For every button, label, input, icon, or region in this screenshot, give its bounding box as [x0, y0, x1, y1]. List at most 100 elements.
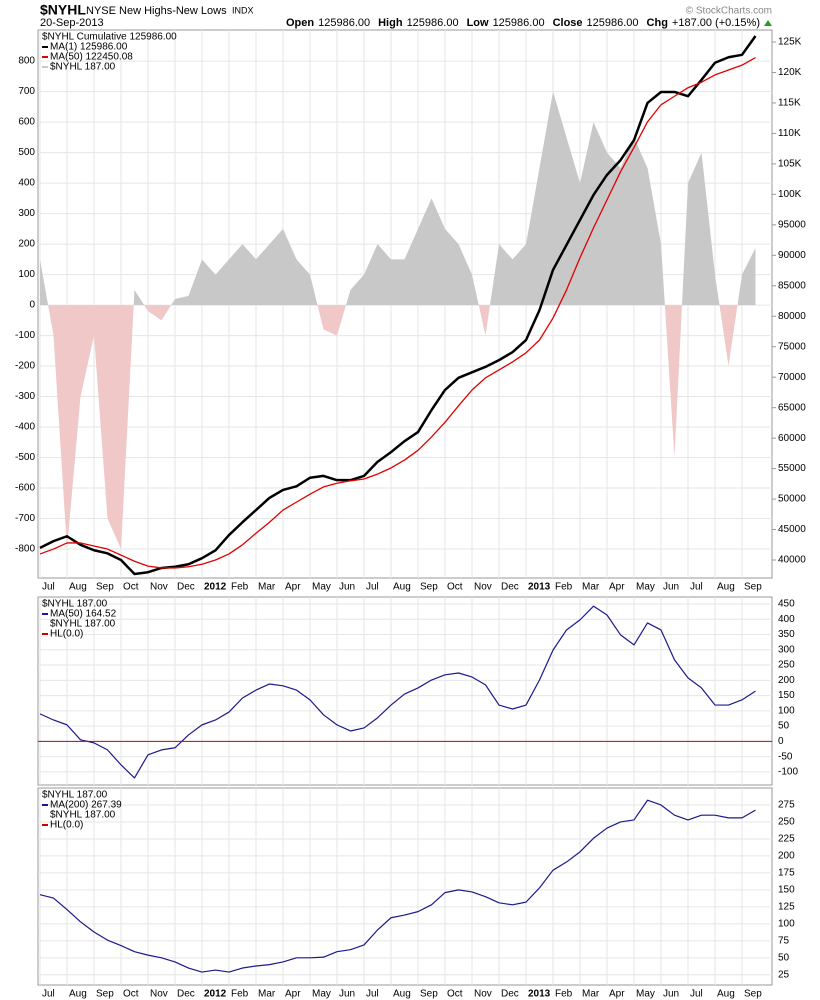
date: 20-Sep-2013 [40, 17, 104, 29]
y-tick-label: 275 [778, 800, 795, 811]
plot [39, 799, 756, 973]
x-tick-label: Jul [366, 989, 379, 1000]
x-tick-label: Jul [366, 582, 379, 593]
legend-title: $NYHL Cumulative 125986.00 [42, 32, 177, 43]
x-tick-label: Sep [96, 582, 114, 593]
x-tick-label: Apr [609, 582, 625, 593]
x-tick-label: Jun [663, 989, 679, 1000]
x-tick-label: Aug [717, 582, 735, 593]
y2-tick-label: 90000 [778, 250, 806, 261]
x-tick-label: Dec [501, 989, 519, 1000]
y-tick-label: 150 [778, 690, 795, 701]
x-tick-label: Mar [582, 989, 600, 1000]
plot [39, 35, 757, 576]
x-tick-label: Jul [690, 989, 703, 1000]
quote-value: 125986.00 [493, 17, 545, 29]
y-tick-label: 350 [778, 629, 795, 640]
y2-tick-label: 100K [778, 189, 802, 200]
y-tick-label: 100 [778, 705, 795, 716]
x-tick-label: May [636, 989, 655, 1000]
quote-value: +187.00 (+0.15%) [672, 17, 760, 29]
y-tick-label: 0 [778, 736, 784, 747]
x-tick-label: Dec [177, 582, 195, 593]
quote-value: 125986.00 [407, 17, 459, 29]
x-tick-label: 2013 [528, 989, 551, 1000]
y-tick-label: 250 [778, 660, 795, 671]
legend-entry: MA(50) 122450.08 [50, 52, 133, 63]
y-tick-label: 75 [778, 935, 790, 946]
x-tick-label: Dec [177, 989, 195, 1000]
x-tick-label: Oct [447, 582, 463, 593]
y-tick-label: 50 [778, 721, 790, 732]
quote-label: Chg [647, 17, 668, 29]
quote-value: 125986.00 [587, 17, 639, 29]
x-tick-label: Apr [285, 582, 301, 593]
x-tick-label: Jun [339, 582, 355, 593]
x-tick-label: Sep [420, 582, 438, 593]
y-tick-label: -800 [15, 544, 35, 555]
y-tick-label: 500 [18, 147, 35, 158]
y-tick-label: 300 [778, 644, 795, 655]
area-positive [40, 91, 756, 306]
y-tick-label: 200 [778, 675, 795, 686]
legend-entry: HL(0.0) [50, 629, 83, 640]
legend-entry: HL(0.0) [50, 820, 83, 831]
y2-tick-label: 50000 [778, 494, 806, 505]
y-tick-label: 400 [778, 614, 795, 625]
quote-bar: Open 125986.00 High 125986.00 Low 125986.00 Cl… [286, 17, 760, 29]
x-tick-label: Nov [474, 989, 492, 1000]
x-tick-label: Aug [393, 989, 411, 1000]
symbol: $NYHL [40, 2, 86, 18]
y2-tick-label: 70000 [778, 372, 806, 383]
y-tick-label: -400 [15, 422, 35, 433]
y2-tick-label: 95000 [778, 219, 806, 230]
y-tick-label: -50 [778, 751, 793, 762]
line [39, 35, 757, 576]
exchange: INDX [232, 5, 254, 15]
x-tick-label: Oct [447, 989, 463, 1000]
up-arrow [764, 20, 772, 26]
x-tick-label: Feb [555, 582, 573, 593]
y-tick-label: 50 [778, 952, 790, 963]
x-tick-label: Mar [258, 582, 276, 593]
y-tick-label: 150 [778, 885, 795, 896]
x-tick-label: Feb [555, 989, 573, 1000]
quote-label: Low [467, 17, 489, 29]
y2-tick-label: 60000 [778, 433, 806, 444]
x-tick-label: Aug [69, 582, 87, 593]
y-tick-label: -700 [15, 513, 35, 524]
y2-tick-label: 110K [778, 128, 801, 139]
panel [37, 596, 773, 786]
area-negative [48, 305, 738, 550]
x-tick-label: Nov [150, 989, 168, 1000]
x-tick-label: May [312, 582, 331, 593]
x-tick-label: Jul [690, 582, 703, 593]
y-tick-label: 450 [778, 599, 795, 610]
x-tick-label: Feb [231, 582, 249, 593]
y-tick-label: -500 [15, 452, 35, 463]
legend-title: $NYHL 187.00 [42, 599, 108, 610]
x-tick-label: Feb [231, 989, 249, 1000]
x-tick-label: Jul [42, 582, 55, 593]
x-tick-label: Nov [150, 582, 168, 593]
y2-tick-label: 40000 [778, 555, 806, 566]
y2-tick-label: 105K [778, 159, 802, 170]
y2-tick-label: 65000 [778, 402, 806, 413]
y-tick-label: 600 [18, 117, 35, 128]
x-tick-label: 2012 [204, 582, 227, 593]
y2-tick-label: 85000 [778, 280, 806, 291]
y2-tick-label: 45000 [778, 524, 806, 535]
x-tick-label: Sep [744, 582, 762, 593]
x-tick-label: Apr [285, 989, 301, 1000]
y-tick-label: -200 [15, 361, 35, 372]
y-tick-label: 400 [18, 178, 35, 189]
y-tick-label: 250 [778, 817, 795, 828]
y-tick-label: 125 [778, 902, 795, 913]
x-tick-label: Oct [123, 989, 139, 1000]
y-tick-label: 175 [778, 868, 795, 879]
x-tick-label: Mar [582, 582, 600, 593]
y2-tick-label: 125K [778, 37, 802, 48]
y2-tick-label: 115K [778, 98, 801, 109]
panel [37, 787, 773, 986]
